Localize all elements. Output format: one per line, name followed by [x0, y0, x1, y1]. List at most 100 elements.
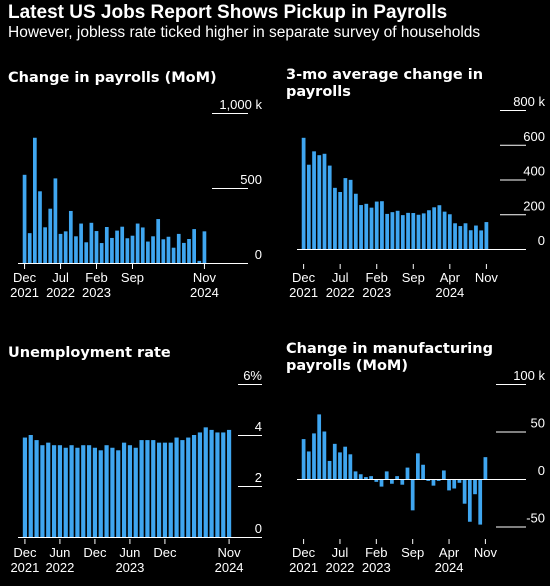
- x-tick-year-label: 2024: [435, 560, 464, 575]
- bar: [125, 238, 130, 263]
- bar: [79, 223, 83, 263]
- bar: [478, 479, 483, 525]
- bar: [301, 137, 306, 249]
- x-tick-year-label: 2021: [289, 560, 318, 575]
- x-tick-year-label: 2023: [362, 285, 391, 300]
- bar: [405, 467, 410, 479]
- bar: [75, 447, 80, 537]
- bar: [38, 191, 42, 263]
- bar: [400, 479, 405, 485]
- bar: [447, 479, 451, 491]
- bar: [43, 227, 47, 263]
- bar: [140, 227, 145, 263]
- bar: [379, 479, 384, 487]
- bar: [197, 432, 203, 537]
- x-tick-label: Jul: [332, 545, 349, 560]
- bar: [442, 211, 447, 249]
- bar: [145, 440, 150, 537]
- bar: [116, 450, 121, 537]
- bar: [431, 479, 436, 486]
- x-tick-year-label: 2022: [326, 285, 355, 300]
- x-tick-label: Dec: [83, 545, 107, 560]
- bar: [156, 219, 161, 263]
- bar: [421, 464, 425, 479]
- bar: [353, 193, 358, 249]
- bar: [333, 187, 337, 249]
- bar: [400, 215, 405, 249]
- x-tick-year-label: 2022: [325, 560, 354, 575]
- bar: [34, 440, 39, 537]
- bar: [390, 212, 395, 249]
- bar: [202, 231, 207, 263]
- x-tick-label: Jun: [49, 545, 70, 560]
- bar: [92, 447, 98, 537]
- bar: [215, 432, 220, 537]
- bar: [343, 178, 348, 249]
- manufacturing-chart-title: Change in manufacturing payrolls (MoM): [286, 341, 493, 374]
- bar: [58, 233, 63, 263]
- bar: [348, 179, 353, 249]
- x-tick-label: Jul: [52, 270, 69, 285]
- y-tick-label: 200: [523, 198, 545, 213]
- bar: [139, 440, 144, 537]
- bar: [180, 440, 185, 537]
- payrolls-chart-title: Change in payrolls (MoM): [8, 70, 217, 86]
- bar: [48, 208, 53, 263]
- bar: [452, 479, 457, 489]
- bar: [441, 470, 446, 479]
- x-tick-label: Dec: [292, 545, 316, 560]
- bar: [343, 446, 348, 479]
- bar: [28, 435, 33, 537]
- bar: [312, 433, 316, 479]
- x-tick-label: Sep: [121, 270, 144, 285]
- x-tick-label: Nov: [474, 545, 498, 560]
- bar: [468, 230, 473, 249]
- bar: [369, 207, 374, 249]
- bar: [146, 241, 150, 263]
- x-tick-label: Feb: [365, 545, 387, 560]
- bar: [312, 151, 316, 249]
- x-tick-label: Feb: [366, 270, 388, 285]
- y-tick-label: 500: [240, 172, 262, 187]
- bar: [322, 431, 327, 479]
- y-tick-label: 4: [255, 419, 262, 434]
- bar: [359, 205, 363, 249]
- bar: [110, 447, 115, 537]
- bar: [369, 476, 373, 479]
- y-tick-label: 50: [531, 416, 545, 431]
- bar: [421, 213, 426, 249]
- bar: [86, 445, 92, 537]
- bar: [483, 457, 488, 479]
- bar: [110, 237, 114, 263]
- bar: [338, 452, 342, 479]
- bar: [63, 447, 68, 537]
- bar: [182, 242, 186, 263]
- bar: [203, 427, 208, 537]
- bar: [306, 451, 311, 479]
- bar: [151, 236, 155, 263]
- bar: [416, 214, 421, 249]
- bar: [53, 178, 58, 263]
- x-tick-label: Dec: [13, 270, 37, 285]
- bar: [473, 479, 477, 495]
- bar: [22, 174, 27, 263]
- bar: [94, 231, 99, 263]
- x-tick-label: Nov: [193, 270, 217, 285]
- bar: [84, 242, 89, 263]
- bar: [353, 471, 358, 479]
- bar: [99, 243, 104, 263]
- y-tick-label: 400: [523, 164, 545, 179]
- bar: [327, 165, 332, 249]
- bar: [226, 429, 232, 537]
- x-tick-year-label: 2023: [82, 285, 111, 300]
- bar: [127, 445, 133, 537]
- x-tick-year-label: 2022: [46, 285, 75, 300]
- bar: [162, 442, 168, 537]
- y-tick-label: 0: [538, 463, 545, 478]
- bar: [358, 474, 363, 479]
- x-tick-year-label: 2024: [435, 285, 464, 300]
